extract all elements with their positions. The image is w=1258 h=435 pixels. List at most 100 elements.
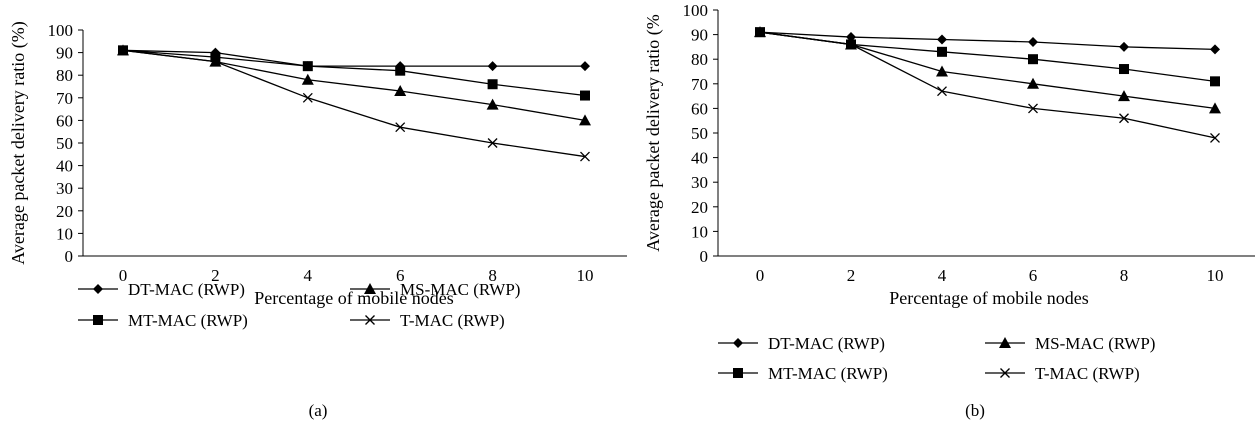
x-tick-label: 10 — [1207, 266, 1224, 285]
data-point-square — [1028, 54, 1038, 65]
data-point-triangle — [936, 65, 948, 77]
chart-panel-b: 0 10 20 30 40 50 60 70 80 90 100 0 2 4 6 8 10 Percentage … — [629, 0, 1258, 430]
series-line — [759, 31, 1216, 51]
data-point-diamond — [1210, 44, 1220, 55]
x-tick-label: 0 — [756, 266, 765, 285]
y-tick-label: 20 — [691, 198, 708, 217]
legend-marker-square — [93, 315, 103, 325]
x-tick-label: 6 — [1029, 266, 1038, 285]
data-point-x-stroke — [487, 138, 498, 148]
x-tick-label: 2 — [211, 266, 220, 285]
chart-panel-a: 0 10 20 30 40 50 60 70 80 90 100 0 2 4 6 8 10 Percentage … — [0, 0, 629, 430]
data-point-square — [487, 79, 498, 90]
data-point-x — [302, 92, 313, 103]
y-tick-label: 100 — [683, 1, 709, 20]
series-line — [759, 31, 1216, 82]
legend-item: T-MAC (RWP) — [985, 364, 1140, 383]
legend-label: MT-MAC (RWP) — [768, 364, 888, 383]
data-point-x — [210, 56, 221, 67]
data-point-diamond — [487, 61, 498, 72]
data-point-square — [937, 46, 947, 57]
legend-marker-square — [733, 368, 743, 378]
data-point-triangle — [394, 85, 407, 97]
y-tick-label: 70 — [56, 89, 73, 108]
y-tick-label: 10 — [56, 224, 73, 243]
legend-item: MT-MAC (RWP) — [78, 311, 248, 330]
data-point-x — [487, 138, 498, 148]
legend-marker-triangle — [999, 337, 1011, 348]
series-square — [118, 45, 590, 101]
series-x — [118, 45, 590, 162]
x-tick-label: 8 — [1120, 266, 1129, 285]
legend-marker-diamond — [733, 338, 743, 348]
series-line — [122, 49, 585, 67]
data-point-x-stroke — [210, 56, 221, 67]
data-point-x-stroke — [1210, 132, 1220, 143]
legend-item: DT-MAC (RWP) — [718, 334, 885, 353]
data-point-x-stroke — [1028, 103, 1038, 114]
series-line — [122, 49, 586, 158]
y-tick-label: 30 — [56, 179, 73, 198]
data-point-x — [755, 27, 765, 38]
legend-marker-x-stroke — [1000, 368, 1010, 378]
y-tick-label: 0 — [65, 247, 74, 266]
y-tick-label: 0 — [700, 247, 709, 266]
data-point-x — [395, 122, 406, 133]
y-tick-label: 50 — [56, 134, 73, 153]
y-tick-label: 40 — [56, 157, 73, 176]
data-point-triangle — [301, 73, 314, 85]
y-tick-label: 60 — [691, 99, 708, 118]
x-tick-label: 8 — [488, 266, 497, 285]
data-point-x-stroke — [302, 92, 313, 103]
data-point-x — [937, 86, 947, 97]
data-point-diamond — [1028, 36, 1038, 47]
data-point-square — [1119, 64, 1129, 75]
x-tick-label: 2 — [847, 266, 856, 285]
y-tick-label: 90 — [56, 44, 73, 63]
series-line — [122, 49, 586, 97]
legend-marker-diamond — [93, 284, 103, 294]
data-point-triangle — [1027, 77, 1039, 89]
legend-marker-triangle — [364, 283, 376, 294]
legend-label: MT-MAC (RWP) — [128, 311, 248, 330]
y-tick-label: 90 — [691, 26, 708, 45]
legend-marker-x-stroke — [365, 315, 375, 325]
data-point-x-stroke — [395, 122, 406, 133]
series-diamond — [755, 27, 1220, 55]
x-axis-title: Percentage of mobile nodes — [889, 288, 1088, 308]
data-point-triangle — [579, 114, 591, 126]
legend-marker-x — [365, 315, 375, 325]
y-tick-label: 30 — [691, 173, 708, 192]
data-point-x-stroke — [755, 27, 765, 38]
y-tick-label: 50 — [691, 124, 708, 143]
chart-a-svg: 0 10 20 30 40 50 60 70 80 90 100 0 2 4 6 8 10 Percentage … — [8, 21, 627, 420]
data-point-x-stroke — [846, 39, 856, 50]
data-point-square — [210, 52, 221, 63]
y-tick-label: 80 — [691, 50, 708, 69]
y-axis-title: Average packet delivery ratio (%) — [8, 21, 29, 265]
legend-item: DT-MAC (RWP) — [78, 280, 245, 299]
series-line — [122, 49, 586, 122]
x-axis-title: Percentage of mobile nodes — [254, 288, 453, 308]
data-point-x — [1028, 103, 1038, 114]
x-tick-label: 4 — [304, 266, 313, 285]
data-point-diamond — [580, 61, 590, 72]
y-axis-title: Average packet delivery ratio (% — [643, 14, 664, 252]
x-tick-label: 0 — [119, 266, 128, 285]
data-point-diamond — [1119, 41, 1129, 52]
data-point-x — [1119, 113, 1129, 124]
data-point-square — [1210, 76, 1220, 87]
series-x — [755, 27, 1220, 143]
data-point-square — [395, 65, 406, 76]
y-tick-label: 20 — [56, 202, 73, 221]
legend-label: MS-MAC (RWP) — [400, 280, 520, 299]
legend-label: MS-MAC (RWP) — [1035, 334, 1155, 353]
legend-label: T-MAC (RWP) — [1035, 364, 1140, 383]
data-point-triangle — [1118, 90, 1130, 102]
data-point-x — [846, 39, 856, 50]
panel-label: (b) — [965, 401, 985, 420]
y-tick-label: 80 — [56, 66, 73, 85]
data-point-x — [1210, 132, 1220, 143]
y-tick-label: 10 — [691, 222, 708, 241]
data-point-x-stroke — [580, 151, 590, 162]
